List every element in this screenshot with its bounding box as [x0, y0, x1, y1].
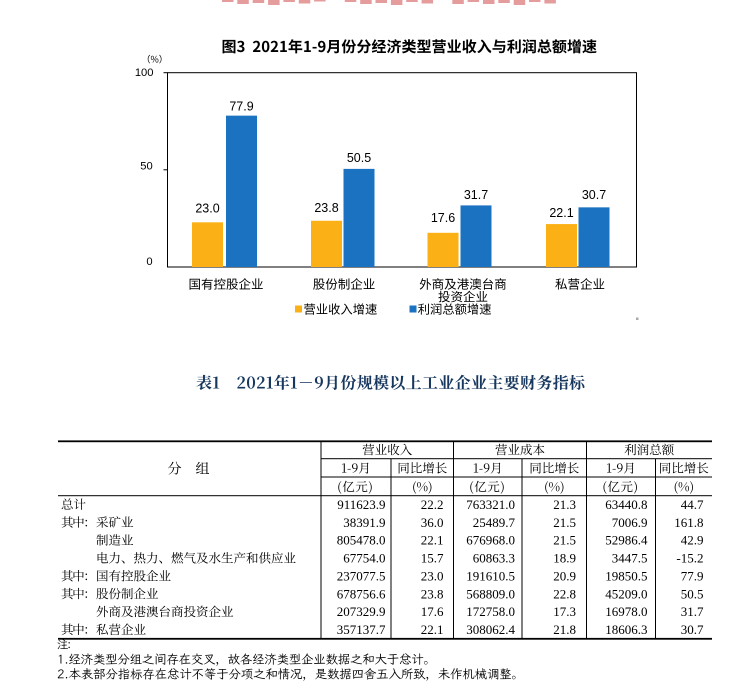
svg-text:237077.5: 237077.5 — [337, 568, 386, 583]
svg-text:161.8: 161.8 — [674, 515, 703, 530]
svg-text:172758.0: 172758.0 — [466, 604, 515, 619]
svg-text:30.7: 30.7 — [582, 188, 606, 202]
svg-text:21.8: 21.8 — [553, 622, 576, 637]
svg-text:568809.0: 568809.0 — [466, 586, 515, 601]
svg-text:-15.2: -15.2 — [676, 551, 703, 566]
svg-text:21.5: 21.5 — [553, 533, 576, 548]
svg-text:23.0: 23.0 — [195, 202, 219, 216]
svg-text:23.0: 23.0 — [421, 568, 444, 583]
svg-text:16978.0: 16978.0 — [605, 604, 647, 619]
svg-text:21.3: 21.3 — [553, 497, 576, 512]
svg-text:23.8: 23.8 — [314, 201, 338, 215]
svg-text:31.7: 31.7 — [464, 188, 488, 202]
svg-text:763321.0: 763321.0 — [466, 497, 515, 512]
svg-text:191610.5: 191610.5 — [466, 568, 515, 583]
svg-text:63440.8: 63440.8 — [605, 497, 647, 512]
svg-text:678756.6: 678756.6 — [337, 586, 386, 601]
svg-text:25489.7: 25489.7 — [473, 515, 516, 530]
svg-text:52986.4: 52986.4 — [605, 533, 648, 548]
svg-text:50.5: 50.5 — [681, 586, 704, 601]
svg-text:18606.3: 18606.3 — [605, 622, 647, 637]
svg-text:22.8: 22.8 — [553, 586, 576, 601]
svg-text:18.9: 18.9 — [553, 551, 576, 566]
svg-text:77.9: 77.9 — [681, 568, 704, 583]
svg-text:36.0: 36.0 — [421, 515, 444, 530]
svg-text:22.2: 22.2 — [421, 497, 444, 512]
svg-text:676968.0: 676968.0 — [466, 533, 515, 548]
svg-text:207329.9: 207329.9 — [337, 604, 386, 619]
svg-text:805478.0: 805478.0 — [337, 533, 386, 548]
svg-text:22.1: 22.1 — [549, 206, 573, 220]
svg-text:308062.4: 308062.4 — [466, 622, 515, 637]
svg-text:38391.9: 38391.9 — [343, 515, 385, 530]
svg-text:15.7: 15.7 — [421, 551, 444, 566]
svg-text:45209.0: 45209.0 — [605, 586, 647, 601]
svg-text:7006.9: 7006.9 — [612, 515, 648, 530]
svg-text:60863.3: 60863.3 — [473, 551, 515, 566]
svg-text:100: 100 — [135, 67, 154, 79]
svg-text:17.3: 17.3 — [553, 604, 576, 619]
svg-text:357137.7: 357137.7 — [337, 622, 386, 637]
svg-text:31.7: 31.7 — [681, 604, 704, 619]
svg-text:20.9: 20.9 — [553, 568, 576, 583]
svg-text:23.8: 23.8 — [421, 586, 444, 601]
svg-text:911623.9: 911623.9 — [337, 497, 385, 512]
svg-text:50.5: 50.5 — [347, 151, 371, 165]
svg-text:19850.5: 19850.5 — [605, 568, 647, 583]
svg-text:22.1: 22.1 — [421, 622, 444, 637]
svg-text:0: 0 — [146, 256, 152, 268]
svg-text:3447.5: 3447.5 — [612, 551, 648, 566]
svg-text:21.5: 21.5 — [553, 515, 576, 530]
svg-text:44.7: 44.7 — [681, 497, 704, 512]
svg-text:67754.0: 67754.0 — [343, 551, 385, 566]
svg-text:17.6: 17.6 — [421, 604, 444, 619]
svg-text:17.6: 17.6 — [431, 211, 455, 225]
svg-text:77.9: 77.9 — [229, 100, 253, 114]
svg-text:42.9: 42.9 — [681, 533, 704, 548]
svg-text:22.1: 22.1 — [421, 533, 444, 548]
svg-text:50: 50 — [140, 161, 152, 173]
svg-text:30.7: 30.7 — [681, 622, 704, 637]
